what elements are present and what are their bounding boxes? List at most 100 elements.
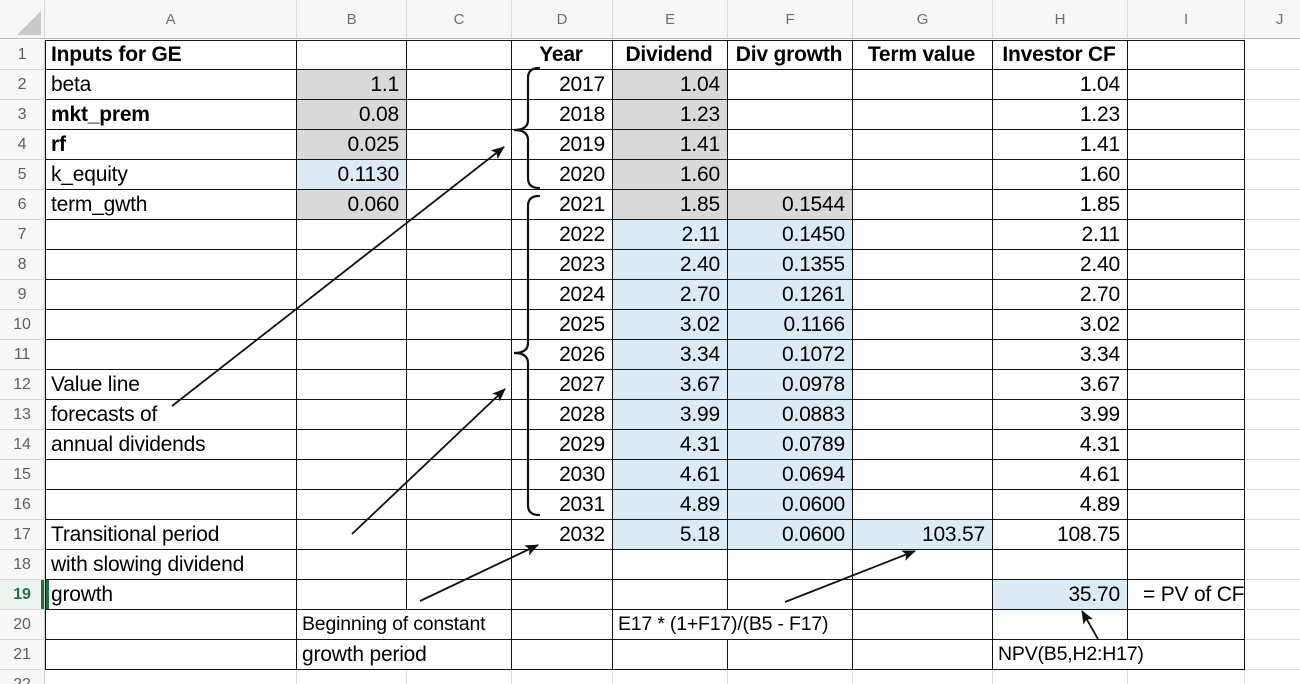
cell-G3[interactable]: [853, 100, 993, 130]
cell-C12[interactable]: [407, 370, 512, 400]
cell-C8[interactable]: [407, 250, 512, 280]
cell-H6[interactable]: 1.85: [993, 190, 1128, 220]
column-header-H[interactable]: H: [993, 0, 1128, 38]
cell-E6[interactable]: 1.85: [613, 190, 728, 220]
cell-H20[interactable]: [993, 610, 1128, 640]
column-header-E[interactable]: E: [613, 0, 728, 38]
cell-J9[interactable]: [1245, 280, 1300, 310]
cell-C14[interactable]: [407, 430, 512, 460]
column-header-I[interactable]: I: [1128, 0, 1245, 38]
cell-C10[interactable]: [407, 310, 512, 340]
cell-E5[interactable]: 1.60: [613, 160, 728, 190]
cell-B8[interactable]: [297, 250, 407, 280]
cell-A14[interactable]: annual dividends: [45, 430, 297, 460]
column-header-F[interactable]: F: [728, 0, 853, 38]
cell-E7[interactable]: 2.11: [613, 220, 728, 250]
cell-B9[interactable]: [297, 280, 407, 310]
cell-H10[interactable]: 3.02: [993, 310, 1128, 340]
cell-J14[interactable]: [1245, 430, 1300, 460]
cell-H14[interactable]: 4.31: [993, 430, 1128, 460]
cell-E12[interactable]: 3.67: [613, 370, 728, 400]
cell-C13[interactable]: [407, 400, 512, 430]
cell-G1[interactable]: Term value: [853, 40, 993, 70]
cell-B22[interactable]: [297, 670, 407, 684]
cell-B18[interactable]: [297, 550, 407, 580]
cell-E18[interactable]: [613, 550, 728, 580]
cell-D6[interactable]: 2021: [512, 190, 613, 220]
cell-J16[interactable]: [1245, 490, 1300, 520]
cell-A11[interactable]: [45, 340, 297, 370]
cell-G11[interactable]: [853, 340, 993, 370]
cell-J10[interactable]: [1245, 310, 1300, 340]
cell-B4[interactable]: 0.025: [297, 130, 407, 160]
cell-B15[interactable]: [297, 460, 407, 490]
cell-D18[interactable]: [512, 550, 613, 580]
cell-E10[interactable]: 3.02: [613, 310, 728, 340]
cell-J18[interactable]: [1245, 550, 1300, 580]
cell-G13[interactable]: [853, 400, 993, 430]
cell-I12[interactable]: [1128, 370, 1245, 400]
cell-I17[interactable]: [1128, 520, 1245, 550]
cell-G16[interactable]: [853, 490, 993, 520]
cell-A2[interactable]: beta: [45, 70, 297, 100]
cell-F3[interactable]: [728, 100, 853, 130]
row-header-9[interactable]: 9: [0, 280, 45, 310]
cell-B17[interactable]: [297, 520, 407, 550]
cell-B14[interactable]: [297, 430, 407, 460]
cell-E15[interactable]: 4.61: [613, 460, 728, 490]
cell-F22[interactable]: [728, 670, 853, 684]
cell-F4[interactable]: [728, 130, 853, 160]
cell-B20[interactable]: Beginning of constant: [297, 610, 512, 640]
cell-I7[interactable]: [1128, 220, 1245, 250]
cell-F6[interactable]: 0.1544: [728, 190, 853, 220]
cell-H11[interactable]: 3.34: [993, 340, 1128, 370]
cell-I11[interactable]: [1128, 340, 1245, 370]
cell-F8[interactable]: 0.1355: [728, 250, 853, 280]
cell-E21[interactable]: [613, 640, 728, 670]
cell-G4[interactable]: [853, 130, 993, 160]
cell-B13[interactable]: [297, 400, 407, 430]
cell-J21[interactable]: [1245, 640, 1300, 670]
cell-G21[interactable]: [853, 640, 993, 670]
cell-F11[interactable]: 0.1072: [728, 340, 853, 370]
cell-E20[interactable]: E17 * (1+F17)/(B5 - F17): [613, 610, 853, 640]
cell-H12[interactable]: 3.67: [993, 370, 1128, 400]
cell-H7[interactable]: 2.11: [993, 220, 1128, 250]
cell-J2[interactable]: [1245, 70, 1300, 100]
cell-A21[interactable]: [45, 640, 297, 670]
cell-I15[interactable]: [1128, 460, 1245, 490]
cell-J22[interactable]: [1245, 670, 1300, 684]
cell-G19[interactable]: [853, 580, 993, 610]
cell-A22[interactable]: [45, 670, 297, 684]
cell-B6[interactable]: 0.060: [297, 190, 407, 220]
cell-A20[interactable]: [45, 610, 297, 640]
cell-G9[interactable]: [853, 280, 993, 310]
cell-D3[interactable]: 2018: [512, 100, 613, 130]
cell-J1[interactable]: [1245, 40, 1300, 70]
cell-J15[interactable]: [1245, 460, 1300, 490]
cell-J17[interactable]: [1245, 520, 1300, 550]
cell-H9[interactable]: 2.70: [993, 280, 1128, 310]
cell-A16[interactable]: [45, 490, 297, 520]
cell-F19[interactable]: [728, 580, 853, 610]
cell-D2[interactable]: 2017: [512, 70, 613, 100]
cell-B3[interactable]: 0.08: [297, 100, 407, 130]
select-all-corner[interactable]: [0, 0, 45, 38]
cell-G7[interactable]: [853, 220, 993, 250]
cell-D20[interactable]: [512, 610, 613, 640]
cell-I14[interactable]: [1128, 430, 1245, 460]
cell-A9[interactable]: [45, 280, 297, 310]
column-header-A[interactable]: A: [45, 0, 297, 38]
cell-C2[interactable]: [407, 70, 512, 100]
cell-H4[interactable]: 1.41: [993, 130, 1128, 160]
cell-I19[interactable]: = PV of CF: [1128, 580, 1245, 610]
cell-A5[interactable]: k_equity: [45, 160, 297, 190]
cell-F2[interactable]: [728, 70, 853, 100]
row-header-20[interactable]: 20: [0, 610, 45, 640]
cell-C15[interactable]: [407, 460, 512, 490]
cell-D19[interactable]: [512, 580, 613, 610]
cell-A3[interactable]: mkt_prem: [45, 100, 297, 130]
cell-D4[interactable]: 2019: [512, 130, 613, 160]
cell-F5[interactable]: [728, 160, 853, 190]
row-header-16[interactable]: 16: [0, 490, 45, 520]
